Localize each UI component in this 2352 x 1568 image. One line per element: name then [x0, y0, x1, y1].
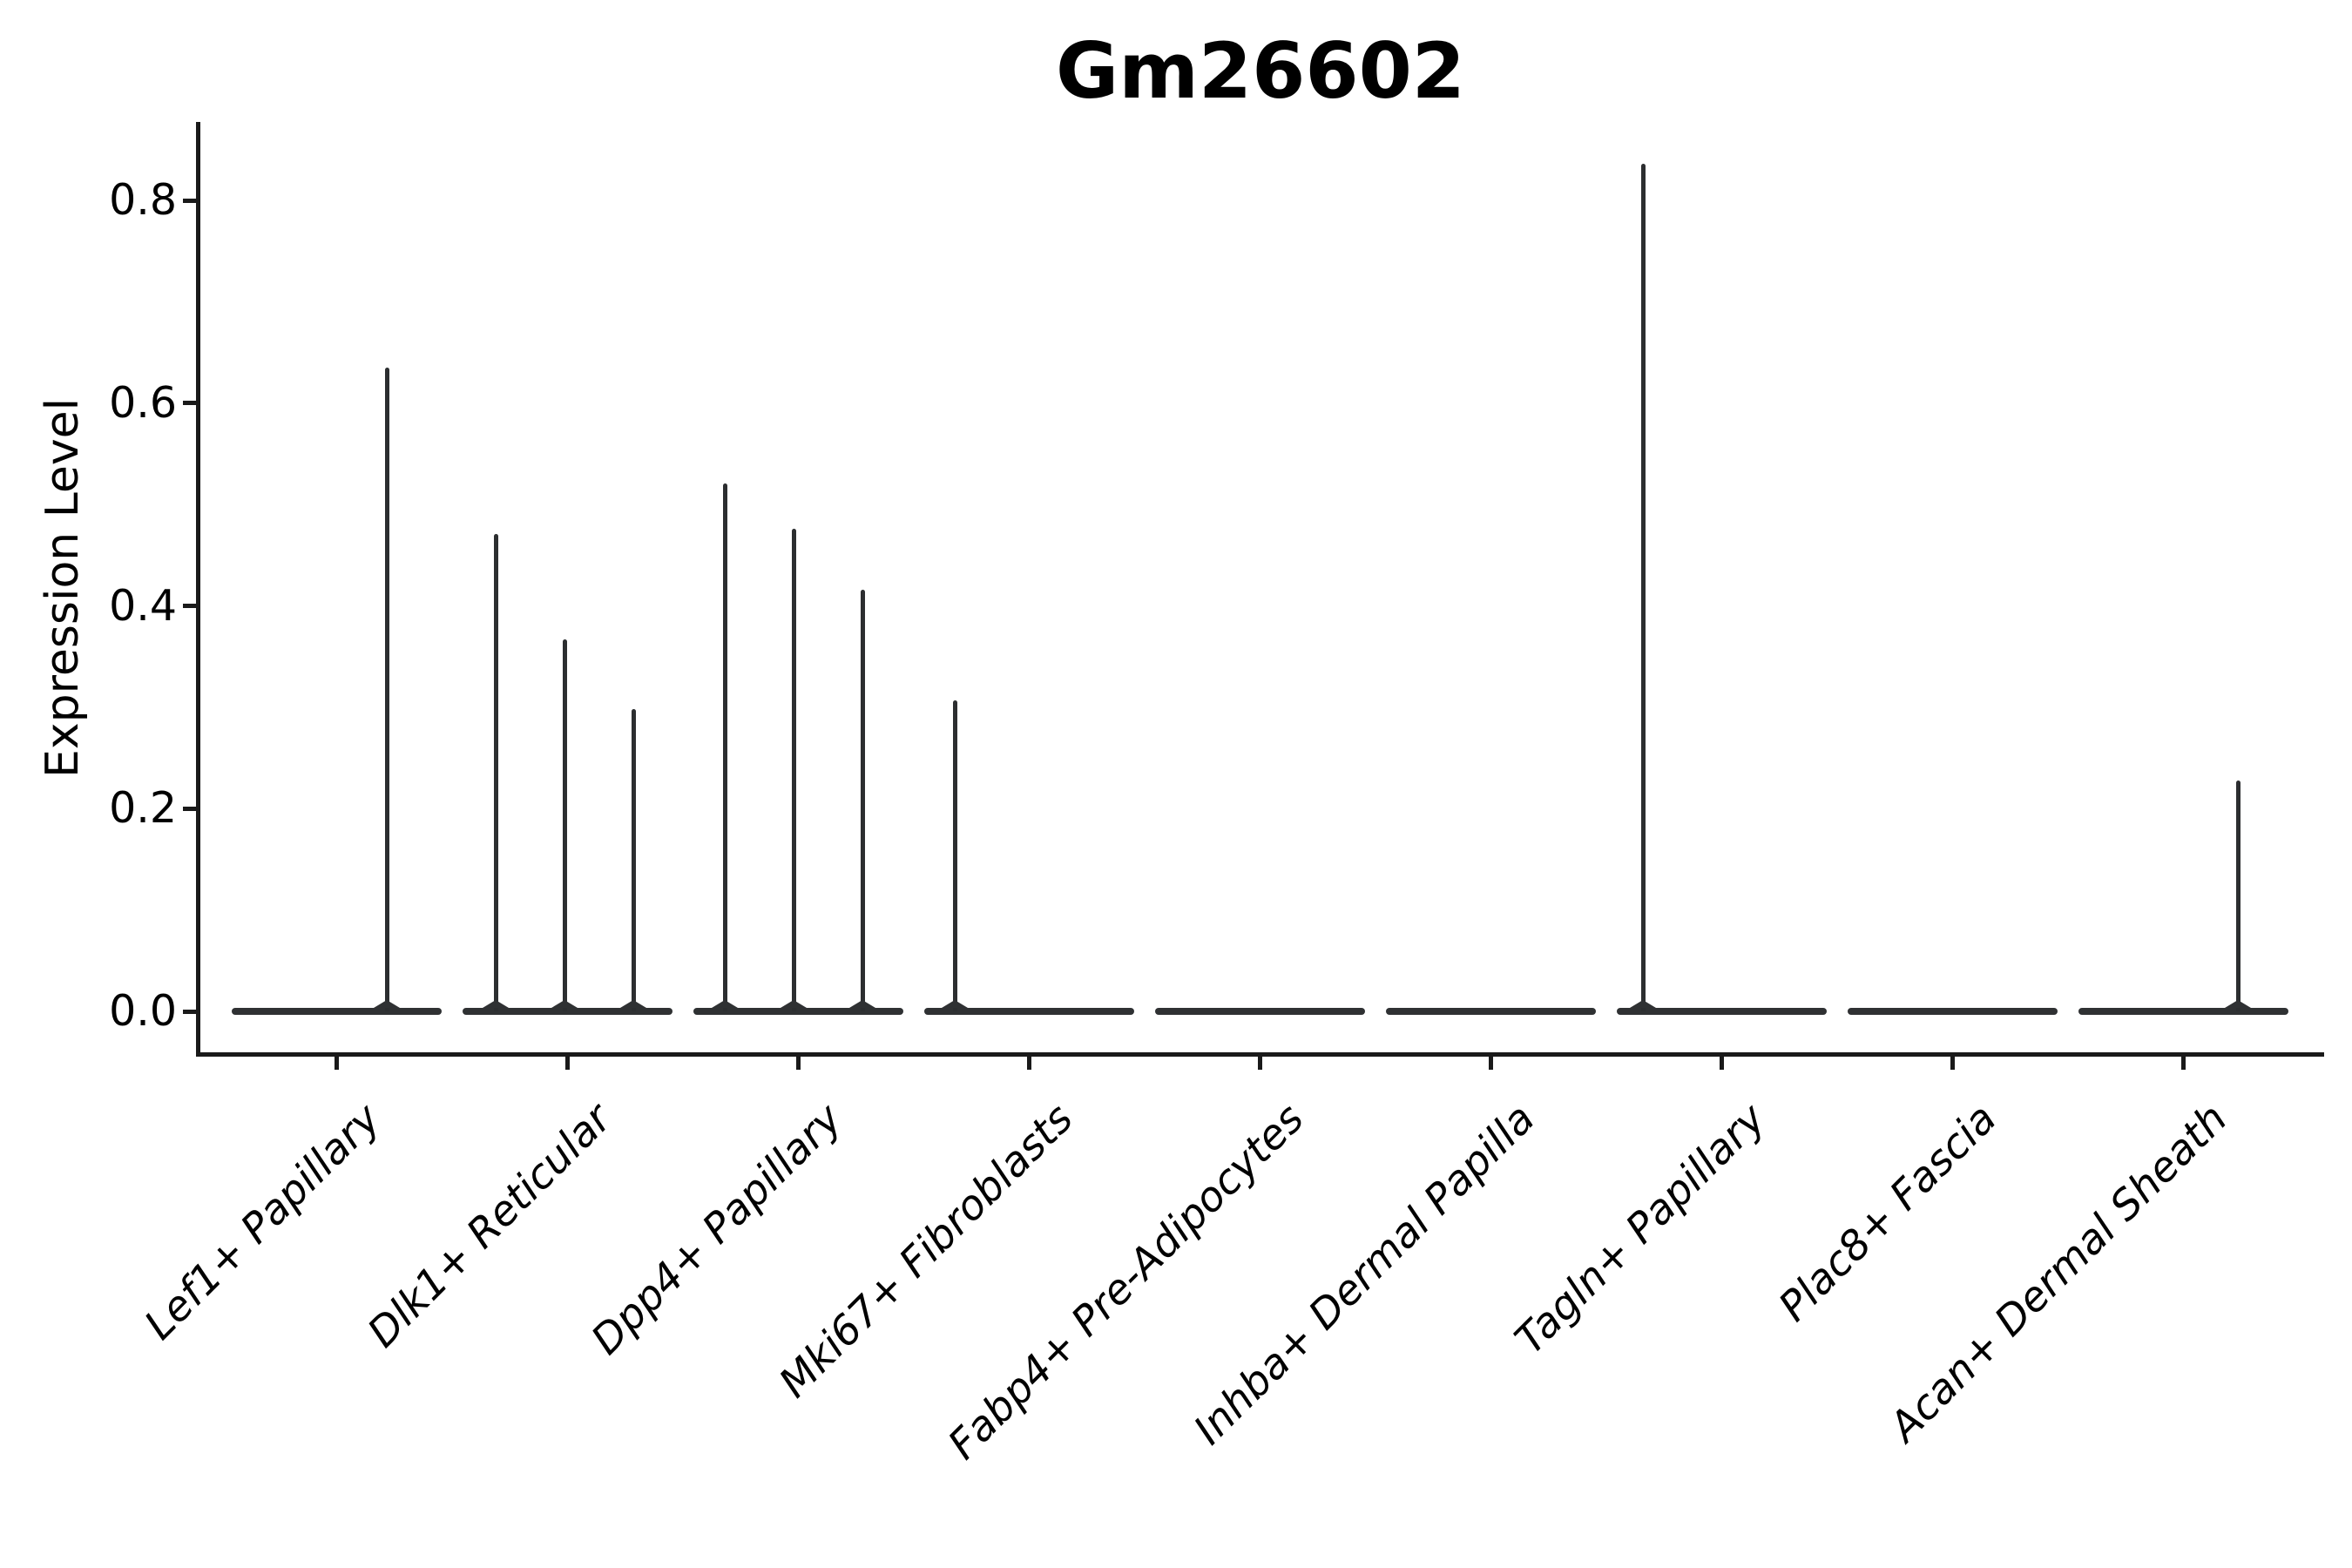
violin-spike-base-flare [1630, 1000, 1656, 1008]
violin-baseline [1385, 1008, 1596, 1015]
violin-spike [860, 589, 865, 1011]
y-tick-label: 0.6 [109, 377, 177, 428]
violin-spike-base-flare [942, 1000, 968, 1008]
x-category-label: Plac8+ Fascia [1769, 1094, 2006, 1331]
violin-spike [1640, 164, 1646, 1011]
y-tick [182, 806, 198, 811]
y-tick [182, 1009, 198, 1014]
y-tick [182, 198, 198, 203]
violin-spike-base-flare [551, 1000, 578, 1008]
x-category-label: Inhba+ Dermal Papilla [1185, 1094, 1544, 1455]
violin-spike-base-flare [2225, 1000, 2251, 1008]
chart-title: Gm26602 [1055, 26, 1466, 116]
y-tick-label: 0.2 [109, 783, 177, 834]
x-tick [2180, 1056, 2186, 1070]
x-tick [1257, 1056, 1262, 1070]
x-tick [1950, 1056, 1955, 1070]
violin-spike-base-flare [781, 1000, 807, 1008]
x-tick [795, 1056, 801, 1070]
violin-spike-base-flare [849, 1000, 875, 1008]
x-category-label: Dlk1+ Reticular [358, 1094, 621, 1357]
violin-spike-base-flare [483, 1000, 509, 1008]
x-axis-spine [195, 1051, 2324, 1057]
x-category-label: Fabp4+ Pre-Adipocytes [939, 1094, 1314, 1470]
y-axis-spine [195, 122, 200, 1057]
violin-spike [722, 483, 727, 1011]
x-category-label: Tagln+ Papillary [1505, 1094, 1775, 1364]
x-category-label: Acan+ Dermal Sheath [1880, 1094, 2237, 1451]
violin-spike [2235, 780, 2240, 1011]
x-tick [334, 1056, 339, 1070]
violin-baseline [231, 1008, 442, 1015]
violin-spike [631, 709, 636, 1011]
y-tick-label: 0.4 [109, 580, 177, 631]
x-tick [1719, 1056, 1724, 1070]
violin-baseline [1847, 1008, 2058, 1015]
violin-spike-base-flare [620, 1000, 646, 1008]
y-tick [182, 401, 198, 406]
y-tick-label: 0.8 [109, 175, 177, 225]
violin-spike [384, 368, 389, 1011]
x-tick [1026, 1056, 1031, 1070]
violin-spike [493, 533, 498, 1011]
x-category-label: Mki67+ Fibroblasts [770, 1094, 1083, 1408]
x-tick [564, 1056, 570, 1070]
y-tick-label: 0.0 [109, 986, 177, 1036]
violin-baseline [1154, 1008, 1365, 1015]
violin-baseline [923, 1008, 1134, 1015]
violin-spike [791, 529, 796, 1011]
violin-spike-base-flare [374, 1000, 400, 1008]
x-category-label: Dpp4+ Papillary [582, 1094, 852, 1364]
violin-spike [952, 700, 957, 1011]
violin-baseline [1616, 1008, 1827, 1015]
x-tick [1488, 1056, 1493, 1070]
violin-spike [562, 639, 567, 1011]
violin-baseline [2078, 1008, 2288, 1015]
violin-baseline [693, 1008, 903, 1015]
y-tick [182, 604, 198, 608]
violin-spike-base-flare [712, 1000, 738, 1008]
violin-baseline [462, 1008, 672, 1015]
